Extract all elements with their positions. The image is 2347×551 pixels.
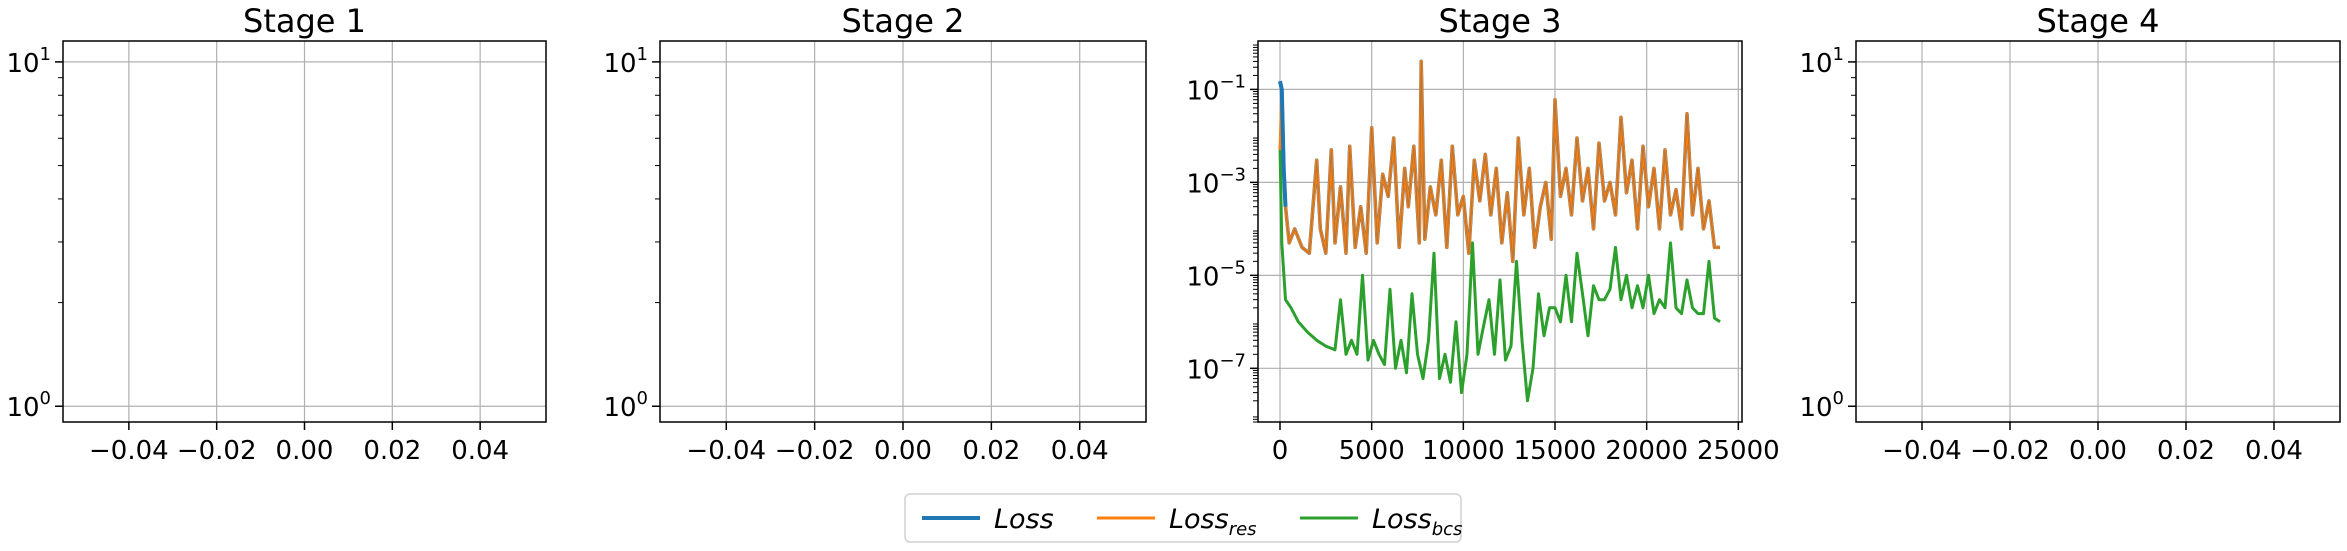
y-tick-label: 10−5: [1186, 257, 1246, 292]
y-tick-label: 100: [1799, 388, 1844, 423]
legend-label: Lossres: [1169, 504, 1257, 540]
x-tick-label: 25000: [1697, 436, 1780, 466]
panel-title: Stage 4: [2037, 2, 2160, 40]
x-tick-label: 0.02: [2157, 436, 2215, 466]
x-tick-label: 20000: [1605, 436, 1688, 466]
x-tick-label: −0.04: [1882, 436, 1962, 466]
y-tick-label: 101: [1799, 44, 1844, 79]
x-tick-label: 0.04: [2245, 436, 2303, 466]
legend-label: Lossbcs: [1372, 504, 1462, 540]
series-line-2: [1278, 59, 1720, 263]
series-line-initial: [1278, 80, 1288, 207]
series-line-overlay: [1285, 61, 1720, 262]
panel-2: −0.04 −0.02 0.00 0.02 0.04 100 101 Stage 2: [603, 2, 1147, 466]
y-tick-label: 10−1: [1186, 71, 1246, 106]
y-tick-label: 10−7: [1186, 350, 1246, 385]
panel-title: Stage 2: [842, 2, 965, 40]
axes-frame: [1257, 40, 1743, 423]
series-line-3: [1278, 146, 1721, 403]
panel-1: −0.04 −0.02 0.00 0.02 0.04 100 101 Stage 1: [6, 2, 547, 466]
series-group: [1278, 59, 1721, 403]
x-tick-label: 10000: [1422, 436, 1505, 466]
x-tick-label: 0.04: [1051, 436, 1109, 466]
x-tick-label: 0.02: [363, 436, 421, 466]
panel-title: Stage 3: [1439, 2, 1562, 40]
x-tick-label: 0.00: [276, 436, 334, 466]
x-tick-label: −0.02: [177, 436, 257, 466]
y-tick-label: 100: [603, 388, 648, 423]
x-tick-label: −0.04: [686, 436, 766, 466]
y-tick-label: 10−3: [1186, 164, 1246, 199]
x-tick-label: 0.00: [2069, 436, 2127, 466]
legend: Loss Lossres Lossbcs: [904, 493, 1462, 543]
x-tick-label: 5000: [1339, 436, 1405, 466]
x-tick-label: −0.02: [1970, 436, 2050, 466]
y-tick-label: 101: [6, 44, 51, 79]
x-tick-label: 15000: [1514, 436, 1597, 466]
x-tick-label: −0.02: [775, 436, 855, 466]
y-tick-label: 100: [6, 388, 51, 423]
x-tick-label: 0.04: [451, 436, 509, 466]
x-tick-label: −0.04: [89, 436, 169, 466]
y-tick-label: 101: [603, 44, 648, 79]
x-tick-label: 0: [1272, 436, 1289, 466]
legend-label: Loss: [994, 504, 1054, 535]
panel-title: Stage 1: [243, 2, 366, 40]
legend-box: [904, 493, 1462, 543]
x-tick-label: 0.02: [962, 436, 1020, 466]
x-tick-label: 0.00: [874, 436, 932, 466]
panel-3: 0 5000 10000 15000 20000 25000 10−7 10−5 10−3 10−…: [1186, 2, 1779, 466]
panel-4: −0.04 −0.02 0.00 0.02 0.04 100 101 Stage 4: [1799, 2, 2341, 466]
